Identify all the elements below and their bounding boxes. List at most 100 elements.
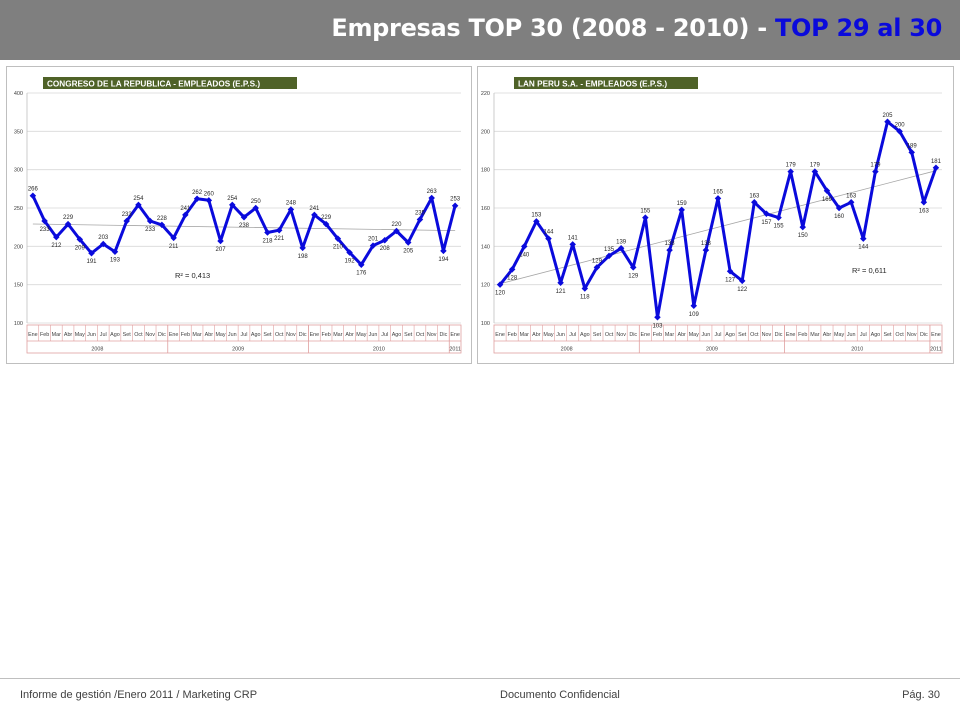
x-tick-label: Ene — [310, 332, 320, 338]
x-tick-label: Mar — [810, 332, 819, 338]
x-tick-label: Oct — [416, 332, 425, 338]
x-tick-label: Ene — [169, 332, 179, 338]
data-point — [311, 211, 318, 219]
data-point — [440, 247, 447, 255]
x-axis-box — [26, 324, 462, 354]
data-label: 221 — [274, 236, 285, 242]
data-point — [135, 201, 142, 209]
x-tick-label: Dic — [920, 332, 928, 338]
x-tick-label: Dic — [775, 332, 783, 338]
x-tick-label: Feb — [181, 332, 190, 338]
data-label: 118 — [580, 295, 590, 301]
data-label: 140 — [519, 252, 530, 258]
data-point — [334, 235, 342, 242]
header-bar: Empresas TOP 30 (2008 - 2010) - TOP 29 a… — [0, 0, 960, 60]
data-point — [322, 220, 330, 228]
x-tick-label: Ago — [110, 332, 120, 338]
x-tick-label: Dic — [440, 332, 448, 338]
x-tick-label: Oct — [605, 332, 614, 338]
data-label: 209 — [75, 245, 86, 251]
footer-divider — [0, 678, 960, 679]
x-tick-label: Feb — [653, 332, 662, 338]
data-label: 205 — [883, 113, 894, 119]
page-title: Empresas TOP 30 (2008 - 2010) - TOP 29 a… — [331, 14, 942, 42]
data-point — [775, 214, 782, 221]
y-tick-label: 200 — [481, 129, 490, 135]
x-tick-label: Ago — [580, 332, 590, 338]
footer-report-label: Informe de gestión /Enero 2011 / Marketi… — [20, 689, 258, 701]
data-point — [88, 249, 95, 257]
x-tick-label: Ene — [450, 332, 460, 338]
data-point — [346, 249, 353, 256]
data-label: 120 — [495, 291, 506, 297]
data-label: 211 — [169, 244, 179, 250]
data-label: 163 — [846, 193, 857, 199]
data-label: 121 — [556, 289, 567, 295]
data-label: 238 — [239, 223, 250, 229]
data-label: 129 — [628, 273, 639, 279]
x-tick-label: Set — [404, 332, 413, 338]
data-label: 144 — [858, 245, 869, 251]
x-tick-label: Jun — [702, 332, 711, 338]
y-tick-label: 120 — [481, 283, 490, 289]
x-tick-label: Mar — [192, 332, 201, 338]
data-point — [76, 236, 84, 243]
data-point — [170, 234, 177, 242]
data-point — [428, 194, 435, 202]
y-tick-label: 200 — [14, 244, 23, 250]
x-tick-label: Ene — [931, 332, 941, 338]
x-tick-label: Abr — [205, 332, 214, 338]
x-tick-label: Set — [593, 332, 602, 338]
x-tick-label: Jul — [715, 332, 722, 338]
data-point — [193, 195, 201, 203]
data-point — [654, 313, 661, 321]
data-label: 169 — [822, 197, 833, 203]
data-point — [381, 236, 389, 244]
x-tick-label: Jul — [381, 332, 388, 338]
x-tick-label: Feb — [508, 332, 517, 338]
page-title-main: Empresas TOP 30 (2008 - 2010) - — [331, 14, 775, 42]
data-label: 200 — [895, 122, 906, 128]
r2-annotation: R² = 0,611 — [852, 266, 887, 275]
data-label: 207 — [216, 247, 227, 253]
data-label: 233 — [145, 227, 156, 233]
x-tick-label: Nov — [145, 332, 155, 338]
data-point — [605, 252, 613, 260]
chart-lan-peru-svg: 100 120 140 160 180 200 220 LAN PERU S.A. - EMP… — [481, 77, 943, 354]
data-label: 165 — [713, 189, 724, 195]
data-label: 109 — [689, 312, 700, 318]
year-label: 2009 — [232, 347, 244, 353]
x-tick-label: Oct — [895, 332, 904, 338]
data-point — [714, 195, 722, 202]
data-point — [678, 206, 685, 214]
data-label: 241 — [309, 206, 320, 212]
data-label: 159 — [677, 201, 688, 207]
year-label: 2011 — [930, 347, 942, 353]
data-label: 248 — [286, 201, 297, 207]
data-label: 229 — [321, 215, 332, 221]
data-label: 181 — [931, 159, 942, 165]
series-line — [31, 195, 457, 267]
y-tick-label: 100 — [481, 321, 490, 327]
data-label: 191 — [87, 259, 98, 265]
data-point — [275, 226, 283, 234]
chart-title: LAN PERU S.A. - EMPLEADOS (E.P.S.) — [518, 80, 667, 89]
data-point — [666, 246, 673, 254]
data-label: 179 — [810, 163, 821, 169]
y-tick-label: 160 — [481, 206, 490, 212]
y-tick-label: 180 — [481, 168, 490, 174]
data-label: 220 — [391, 222, 402, 228]
data-label: 203 — [98, 235, 109, 241]
data-point — [617, 244, 625, 252]
x-tick-label: Ene — [28, 332, 38, 338]
data-label: 263 — [427, 189, 438, 195]
data-point — [690, 302, 698, 310]
y-tick-label: 100 — [14, 321, 23, 327]
x-tick-label: Feb — [798, 332, 807, 338]
x-tick-label: Jul — [100, 332, 107, 338]
x-tick-label: Oct — [750, 332, 759, 338]
data-point — [252, 204, 259, 212]
data-point — [393, 227, 400, 235]
data-label: 160 — [834, 214, 845, 220]
page-title-accent: TOP 29 al 30 — [774, 14, 942, 42]
